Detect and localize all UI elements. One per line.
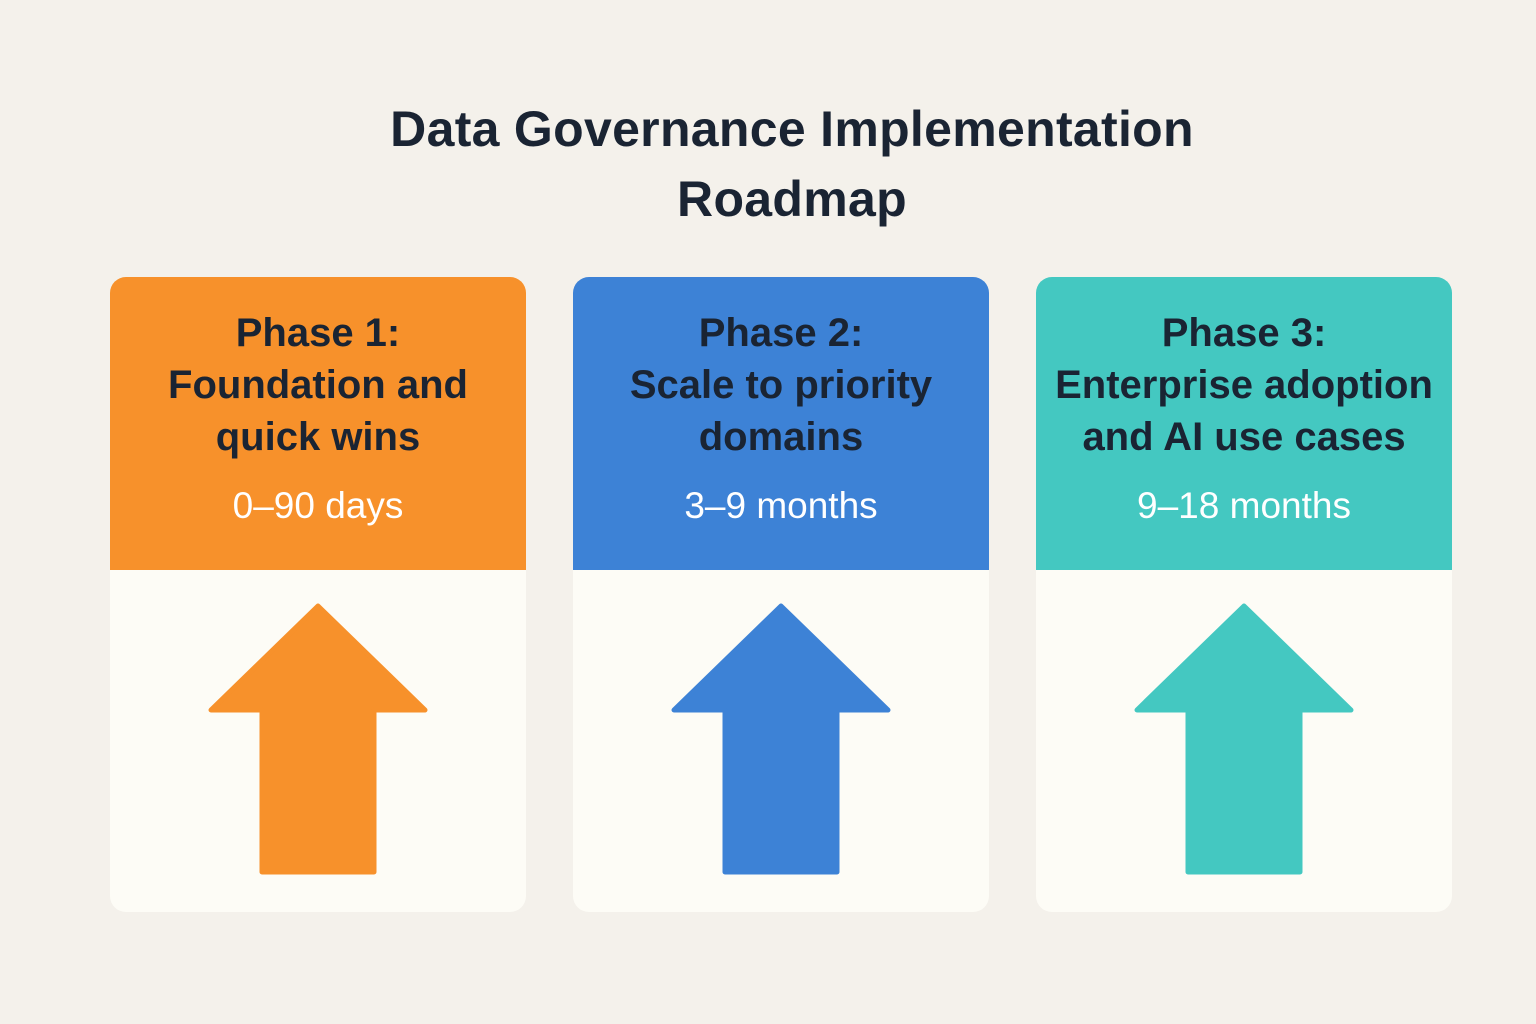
phase-1-timeframe: 0–90 days xyxy=(232,485,404,526)
phase-2-timeframe: 3–9 months xyxy=(684,485,878,526)
phase-2-heading: Phase 2: Scale to priority domains xyxy=(630,307,932,463)
phase-3-header: Phase 3: Enterprise adoption and AI use … xyxy=(1036,277,1452,570)
phase-1-title-line-1: Foundation and xyxy=(168,363,468,407)
phase-cards-row: Phase 1: Foundation and quick wins 0–90 … xyxy=(110,277,1452,912)
phase-1-label: Phase 1: xyxy=(235,311,401,355)
phase-3-body xyxy=(1036,570,1452,912)
phase-1-body xyxy=(110,570,526,912)
phase-3-label: Phase 3: xyxy=(1161,311,1327,355)
phase-2-title-line-1: Scale to priority xyxy=(629,363,933,407)
page-title: Data Governance Implementation Roadmap xyxy=(48,94,1536,234)
up-arrow-icon xyxy=(671,603,891,875)
phase-card-1: Phase 1: Foundation and quick wins 0–90 … xyxy=(110,277,526,912)
phase-3-heading: Phase 3: Enterprise adoption and AI use … xyxy=(1055,307,1433,463)
phase-2-label: Phase 2: xyxy=(698,311,864,355)
up-arrow-icon xyxy=(208,603,428,875)
phase-card-2: Phase 2: Scale to priority domains 3–9 m… xyxy=(573,277,989,912)
phase-3-title-line-1: Enterprise adoption xyxy=(1055,363,1433,407)
page-title-line-1: Data Governance Implementation xyxy=(390,101,1194,157)
phase-1-header: Phase 1: Foundation and quick wins 0–90 … xyxy=(110,277,526,570)
phase-2-body xyxy=(573,570,989,912)
phase-1-heading: Phase 1: Foundation and quick wins xyxy=(168,307,468,463)
phase-1-title-line-2: quick wins xyxy=(215,415,421,459)
page-title-line-2: Roadmap xyxy=(677,171,907,227)
phase-2-header: Phase 2: Scale to priority domains 3–9 m… xyxy=(573,277,989,570)
phase-card-3: Phase 3: Enterprise adoption and AI use … xyxy=(1036,277,1452,912)
phase-3-title-line-2: and AI use cases xyxy=(1082,415,1406,459)
up-arrow-icon xyxy=(1134,603,1354,875)
phase-2-title-line-2: domains xyxy=(698,415,864,459)
phase-3-timeframe: 9–18 months xyxy=(1137,485,1351,526)
